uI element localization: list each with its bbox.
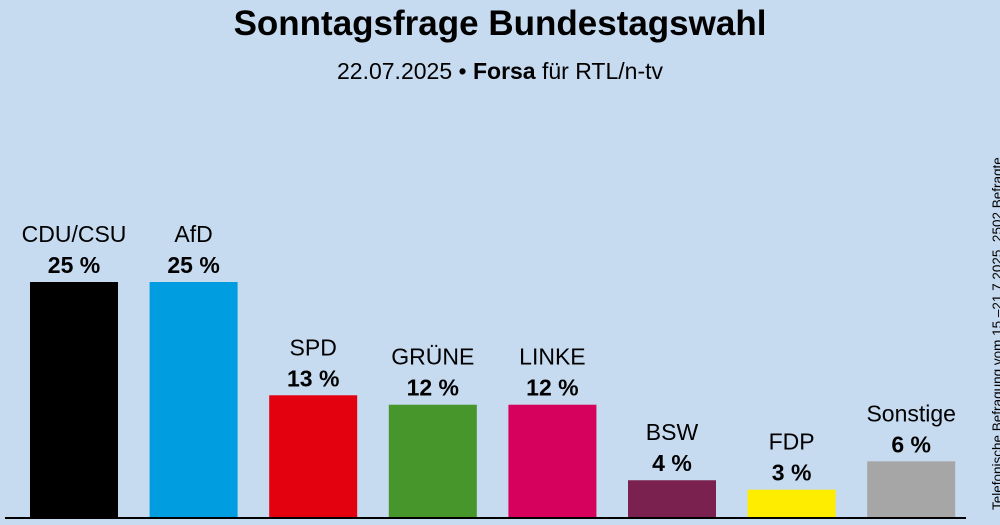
bar-2: [269, 395, 358, 518]
bar-4: [508, 404, 597, 518]
bar-3: [388, 404, 477, 518]
bar-5: [628, 480, 716, 518]
category-label-1: AfD: [174, 221, 212, 247]
category-label-5: BSW: [646, 419, 699, 445]
institute-name: Forsa: [472, 58, 536, 84]
survey-date: 22.07.2025: [337, 58, 453, 84]
category-label-4: LINKE: [519, 344, 585, 370]
bars-layer: 25 % CDU/CSU 25 % AfD 13 % SPD 12 % GRÜNE 12 % LI…: [22, 221, 956, 518]
value-label-7: 6 %: [891, 431, 931, 457]
subtitle-separator: •: [458, 58, 467, 84]
category-label-0: CDU/CSU: [22, 221, 127, 247]
category-label-6: FDP: [769, 429, 815, 455]
value-label-5: 4 %: [652, 450, 692, 476]
value-label-4: 12 %: [526, 375, 578, 401]
category-label-3: GRÜNE: [391, 344, 474, 370]
category-label-2: SPD: [290, 334, 337, 360]
bar-7: [867, 461, 956, 518]
value-label-0: 25 %: [48, 252, 100, 278]
category-label-7: Sonstige: [866, 400, 956, 426]
source-note: Telefonische Befragung vom 15.–21.7.2025…: [990, 157, 1000, 510]
bar-0: [30, 282, 118, 518]
bar-6: [747, 489, 836, 518]
client-name: für RTL/n-tv: [542, 58, 663, 84]
value-label-3: 12 %: [407, 375, 459, 401]
chart-subtitle: 22.07.2025 • Forsa für RTL/n-tv: [0, 58, 1000, 85]
chart-title: Sonntagsfrage Bundestagswahl: [233, 4, 767, 43]
value-label-6: 3 %: [772, 460, 812, 486]
value-label-2: 13 %: [287, 365, 339, 391]
value-label-1: 25 %: [167, 252, 219, 278]
bar-1: [149, 282, 238, 518]
